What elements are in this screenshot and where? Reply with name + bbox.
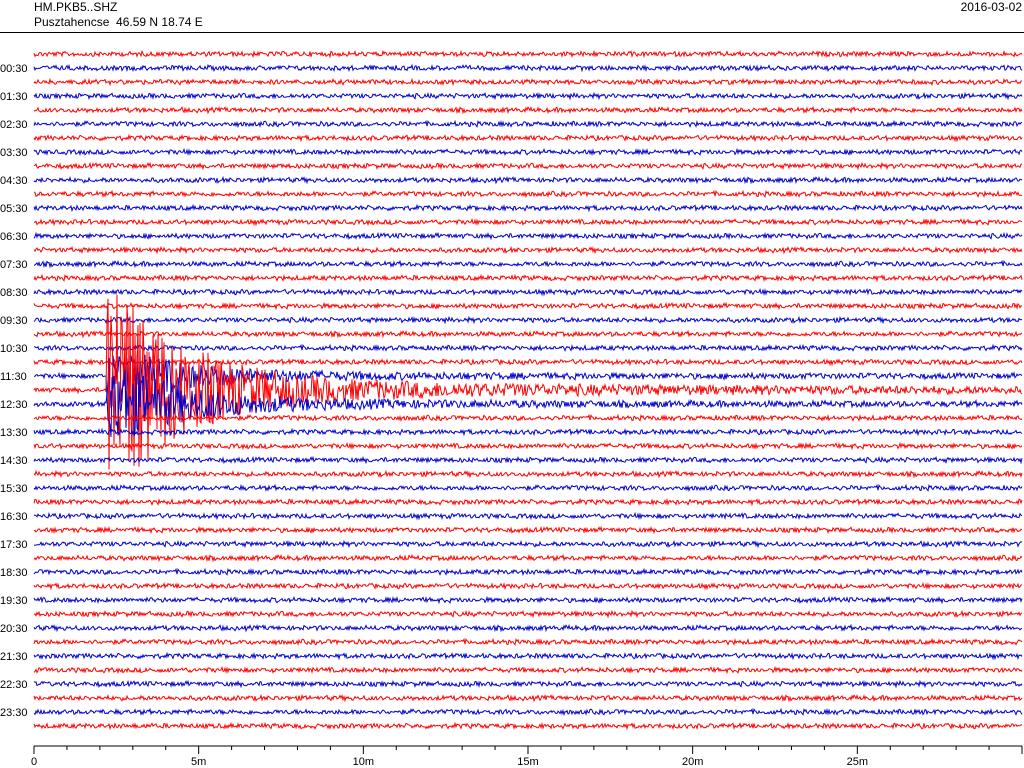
row-label: 23:30 xyxy=(0,707,28,719)
trace-row-15 xyxy=(33,259,1023,269)
row-label: 19:30 xyxy=(0,595,28,607)
x-tick-label: 20m xyxy=(682,756,703,768)
trace-row-4 xyxy=(33,105,1023,115)
row-label: 05:30 xyxy=(0,203,28,215)
trace-row-12 xyxy=(33,217,1023,227)
row-label: 14:30 xyxy=(0,455,28,467)
row-label: 13:30 xyxy=(0,427,28,439)
trace-row-5 xyxy=(33,119,1023,129)
trace-row-7 xyxy=(33,147,1023,157)
trace-row-35 xyxy=(34,539,1023,549)
trace-row-29 xyxy=(33,455,1023,465)
row-label: 00:30 xyxy=(0,63,28,75)
trace-row-31 xyxy=(33,483,1023,493)
station-location: Pusztahencse 46.59 N 18.74 E xyxy=(34,15,203,29)
trace-row-2 xyxy=(33,77,1023,87)
row-label: 09:30 xyxy=(0,315,28,327)
row-label: 20:30 xyxy=(0,623,28,635)
row-label: 16:30 xyxy=(0,511,28,523)
trace-row-14 xyxy=(33,245,1023,255)
trace-row-20 xyxy=(33,329,1023,339)
trace-row-33 xyxy=(33,511,1023,521)
trace-row-30 xyxy=(33,469,1023,479)
x-tick-label: 0 xyxy=(31,756,37,768)
trace-row-1 xyxy=(33,63,1023,73)
trace-row-25 xyxy=(33,370,1023,437)
trace-row-24 xyxy=(33,294,1023,470)
header-divider xyxy=(0,32,1024,33)
trace-row-9 xyxy=(33,175,1023,185)
row-label: 03:30 xyxy=(0,147,28,159)
trace-row-38 xyxy=(33,581,1023,591)
row-label: 17:30 xyxy=(0,539,28,551)
row-label: 01:30 xyxy=(0,91,28,103)
trace-row-37 xyxy=(33,567,1023,577)
row-label: 02:30 xyxy=(0,119,28,131)
row-label: 15:30 xyxy=(0,483,28,495)
trace-row-27 xyxy=(33,427,1023,437)
trace-row-42 xyxy=(33,637,1023,647)
trace-row-3 xyxy=(33,91,1023,101)
trace-row-18 xyxy=(33,301,1022,311)
trace-row-16 xyxy=(33,273,1023,283)
trace-row-26 xyxy=(33,413,1023,423)
trace-row-28 xyxy=(33,441,1023,451)
x-tick-label: 10m xyxy=(353,756,374,768)
x-axis: 0 5m 10m 15m 20m 25m xyxy=(31,745,1023,768)
trace-row-10 xyxy=(33,189,1023,199)
trace-row-0 xyxy=(33,49,1023,59)
x-tick-label: 5m xyxy=(191,756,206,768)
trace-row-6 xyxy=(33,133,1023,143)
trace-row-46 xyxy=(33,693,1023,703)
trace-row-36 xyxy=(33,553,1023,563)
trace-row-43 xyxy=(33,651,1023,661)
trace-row-47 xyxy=(33,707,1023,717)
station-code: HM.PKB5..SHZ xyxy=(34,0,118,14)
row-label: 10:30 xyxy=(0,343,28,355)
trace-row-11 xyxy=(33,203,1023,213)
trace-row-17 xyxy=(33,287,1023,297)
row-label: 21:30 xyxy=(0,651,28,663)
trace-row-32 xyxy=(33,497,1023,507)
trace-group xyxy=(33,49,1023,731)
row-label-group: 00:30 01:30 02:30 03:30 04:30 05:30 06:30 07:30… xyxy=(0,63,28,719)
trace-row-44 xyxy=(33,665,1023,675)
trace-row-21 xyxy=(33,343,1023,353)
row-label: 12:30 xyxy=(0,399,28,411)
row-label: 04:30 xyxy=(0,175,28,187)
row-label: 08:30 xyxy=(0,287,28,299)
row-label: 07:30 xyxy=(0,259,28,271)
trace-row-45 xyxy=(33,679,1023,689)
x-tick-label: 25m xyxy=(847,756,868,768)
trace-row-8 xyxy=(33,161,1023,171)
trace-row-40 xyxy=(33,609,1023,619)
row-label: 06:30 xyxy=(0,231,28,243)
record-date: 2016-03-02 xyxy=(960,0,1022,14)
trace-row-13 xyxy=(33,231,1023,241)
row-label: 18:30 xyxy=(0,567,28,579)
trace-row-48 xyxy=(33,721,1023,731)
trace-row-19 xyxy=(33,315,1023,325)
trace-row-39 xyxy=(33,595,1023,605)
trace-row-41 xyxy=(33,623,1023,633)
trace-row-34 xyxy=(33,525,1023,535)
trace-row-22 xyxy=(33,357,1023,367)
row-label: 11:30 xyxy=(0,371,27,383)
row-label: 22:30 xyxy=(0,679,28,691)
x-tick-label: 15m xyxy=(517,756,538,768)
